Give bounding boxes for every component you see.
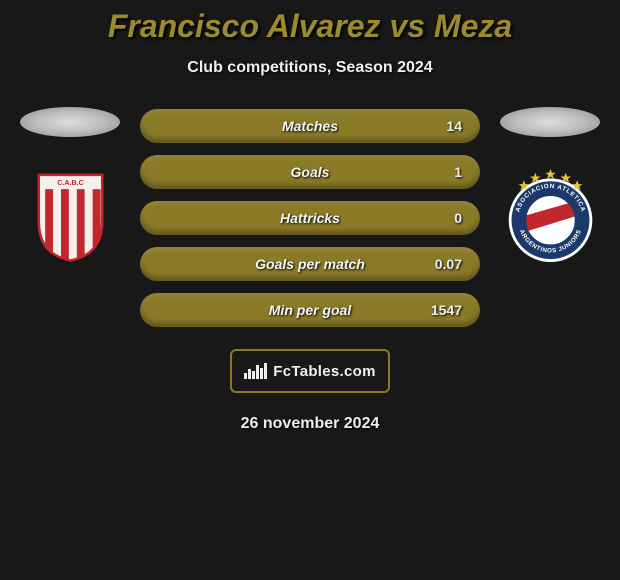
team-left-crest: C.A.B.C — [23, 167, 118, 262]
stat-right-value: 14 — [446, 118, 462, 134]
team-right-crest: ASOCIACION ATLETICA ARGENTINOS JUNIORS — [503, 167, 598, 262]
footer: FcTables.com 26 november 2024 — [0, 349, 620, 433]
comparison-card: Francisco Alvarez vs Meza Club competiti… — [0, 0, 620, 433]
stat-label: Hattricks — [280, 210, 340, 226]
brand-text: FcTables.com — [273, 363, 376, 380]
stat-row-matches: Matches 14 — [140, 109, 480, 143]
right-side: ASOCIACION ATLETICA ARGENTINOS JUNIORS — [500, 107, 600, 262]
stat-label: Goals per match — [255, 256, 365, 272]
stat-row-goals-per-match: Goals per match 0.07 — [140, 247, 480, 281]
stat-row-goals: Goals 1 — [140, 155, 480, 189]
stat-label: Matches — [282, 118, 338, 134]
stat-row-hattricks: Hattricks 0 — [140, 201, 480, 235]
svg-text:C.A.B.C: C.A.B.C — [57, 179, 83, 187]
stat-right-value: 0 — [454, 210, 462, 226]
stat-label: Min per goal — [269, 302, 351, 318]
player-right-avatar — [500, 107, 600, 137]
main-area: C.A.B.C Matches 14 Goals 1 Hattricks 0 — [0, 107, 620, 327]
stat-label: Goals — [291, 164, 330, 180]
brand-box: FcTables.com — [230, 349, 390, 393]
player-left-avatar — [20, 107, 120, 137]
stat-right-value: 1 — [454, 164, 462, 180]
left-side: C.A.B.C — [20, 107, 120, 262]
stats-column: Matches 14 Goals 1 Hattricks 0 Goals per… — [140, 107, 480, 327]
stat-row-min-per-goal: Min per goal 1547 — [140, 293, 480, 327]
subtitle: Club competitions, Season 2024 — [0, 59, 620, 77]
stat-right-value: 0.07 — [435, 256, 462, 272]
stat-right-value: 1547 — [431, 302, 462, 318]
bar-chart-icon — [244, 363, 267, 379]
page-title: Francisco Alvarez vs Meza — [0, 8, 620, 45]
date-text: 26 november 2024 — [241, 415, 380, 433]
